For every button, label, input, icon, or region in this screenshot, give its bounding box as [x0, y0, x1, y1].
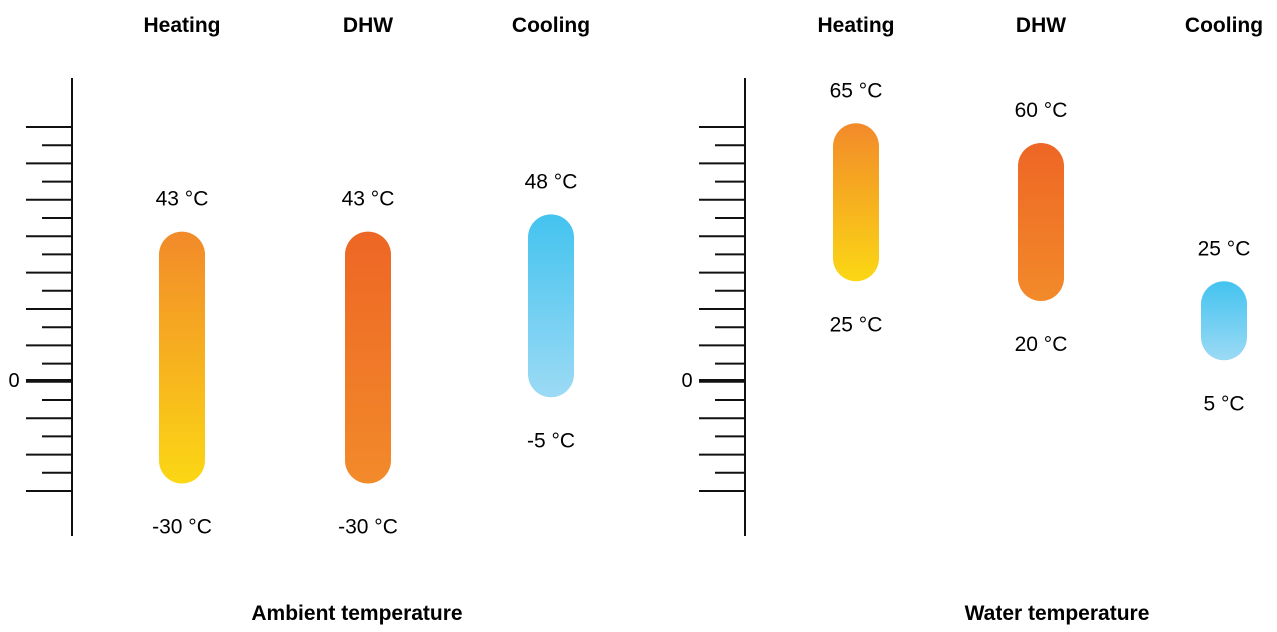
category-header: DHW [1016, 14, 1066, 37]
min-value-label: -5 °C [527, 429, 575, 452]
max-value-label: 43 °C [342, 188, 395, 211]
min-value-label: -30 °C [338, 516, 398, 539]
range-bar-dhw [345, 231, 391, 484]
max-value-label: 65 °C [830, 79, 883, 102]
category-header: Cooling [1185, 14, 1263, 37]
range-bar-cooling [528, 214, 574, 398]
min-value-label: -30 °C [152, 516, 212, 539]
min-value-label: 25 °C [830, 313, 883, 336]
category-header: Cooling [512, 14, 590, 37]
min-value-label: 5 °C [1203, 392, 1244, 415]
max-value-label: 25 °C [1198, 237, 1251, 260]
category-header: DHW [343, 14, 393, 37]
chart-title: Ambient temperature [251, 602, 462, 625]
category-header: Heating [143, 14, 220, 37]
axis-zero-label: 0 [681, 370, 692, 392]
max-value-label: 48 °C [525, 170, 578, 193]
min-value-label: 20 °C [1015, 333, 1068, 356]
max-value-label: 60 °C [1015, 99, 1068, 122]
axis-zero-label: 0 [8, 370, 19, 392]
category-header: Heating [817, 14, 894, 37]
range-bar-heating [159, 231, 205, 484]
chart-title: Water temperature [965, 602, 1150, 625]
range-bar-heating [833, 123, 879, 282]
range-bar-cooling [1201, 281, 1247, 361]
range-bar-dhw [1018, 143, 1064, 301]
max-value-label: 43 °C [156, 188, 209, 211]
